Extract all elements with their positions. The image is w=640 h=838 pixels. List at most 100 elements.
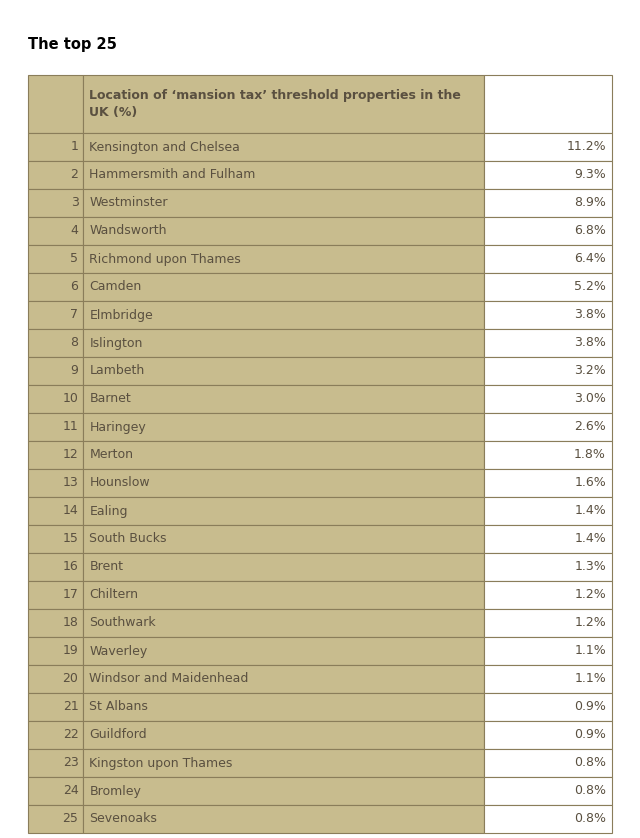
Bar	[484, 637, 612, 665]
Text: 13: 13	[63, 477, 79, 489]
Text: 25: 25	[63, 813, 79, 825]
Bar	[28, 609, 83, 637]
Text: 1.3%: 1.3%	[574, 561, 606, 573]
Text: The top 25: The top 25	[28, 37, 117, 51]
Bar	[83, 749, 484, 777]
Bar	[28, 525, 83, 553]
Text: Elmbridge: Elmbridge	[90, 308, 153, 322]
Bar	[484, 805, 612, 833]
Bar	[28, 273, 83, 301]
Bar	[83, 245, 484, 273]
Text: Hammersmith and Fulham: Hammersmith and Fulham	[90, 168, 256, 182]
Text: Camden: Camden	[90, 281, 141, 293]
Bar	[28, 245, 83, 273]
Bar	[484, 161, 612, 189]
Bar	[484, 385, 612, 413]
Bar	[484, 609, 612, 637]
Text: 14: 14	[63, 504, 79, 518]
Bar	[83, 75, 484, 133]
Text: 15: 15	[63, 532, 79, 546]
Text: Richmond upon Thames: Richmond upon Thames	[90, 252, 241, 266]
Bar	[83, 329, 484, 357]
Text: 5: 5	[70, 252, 79, 266]
Bar	[484, 133, 612, 161]
Text: Waverley: Waverley	[90, 644, 148, 658]
Text: 9.3%: 9.3%	[574, 168, 606, 182]
Bar	[484, 749, 612, 777]
Bar	[83, 301, 484, 329]
Bar	[28, 665, 83, 693]
Bar	[484, 189, 612, 217]
Bar	[484, 581, 612, 609]
Bar	[484, 75, 612, 133]
Text: 0.8%: 0.8%	[574, 813, 606, 825]
Text: 0.8%: 0.8%	[574, 757, 606, 769]
Text: Islington: Islington	[90, 337, 143, 349]
Bar	[28, 357, 83, 385]
Bar	[484, 693, 612, 721]
Bar	[83, 273, 484, 301]
Text: Guildford: Guildford	[90, 728, 147, 742]
Text: 5.2%: 5.2%	[574, 281, 606, 293]
Bar	[28, 301, 83, 329]
Text: 12: 12	[63, 448, 79, 462]
Text: 0.8%: 0.8%	[574, 784, 606, 798]
Text: 0.9%: 0.9%	[574, 701, 606, 713]
Text: 3: 3	[70, 196, 79, 210]
Text: 3.0%: 3.0%	[574, 392, 606, 406]
Bar	[484, 329, 612, 357]
Text: 9: 9	[70, 365, 79, 377]
Text: Brent: Brent	[90, 561, 124, 573]
Text: 3.2%: 3.2%	[574, 365, 606, 377]
Text: Hounslow: Hounslow	[90, 477, 150, 489]
Text: St Albans: St Albans	[90, 701, 148, 713]
Text: 1.2%: 1.2%	[574, 617, 606, 629]
Text: Sevenoaks: Sevenoaks	[90, 813, 157, 825]
Text: Ealing: Ealing	[90, 504, 128, 518]
Bar	[83, 553, 484, 581]
Text: 1: 1	[70, 141, 79, 153]
Text: 19: 19	[63, 644, 79, 658]
Bar	[83, 777, 484, 805]
Text: 16: 16	[63, 561, 79, 573]
Bar	[484, 469, 612, 497]
Bar	[28, 441, 83, 469]
Text: 1.8%: 1.8%	[574, 448, 606, 462]
Bar	[484, 413, 612, 441]
Bar	[83, 497, 484, 525]
Text: 24: 24	[63, 784, 79, 798]
Text: 7: 7	[70, 308, 79, 322]
Text: 4: 4	[70, 225, 79, 237]
Bar	[28, 413, 83, 441]
Text: 3.8%: 3.8%	[574, 337, 606, 349]
Text: Lambeth: Lambeth	[90, 365, 145, 377]
Bar	[28, 637, 83, 665]
Text: Windsor and Maidenhead: Windsor and Maidenhead	[90, 673, 249, 685]
Bar	[484, 301, 612, 329]
Bar	[484, 273, 612, 301]
Bar	[83, 525, 484, 553]
Text: 23: 23	[63, 757, 79, 769]
Bar	[28, 189, 83, 217]
Text: 20: 20	[63, 673, 79, 685]
Bar	[484, 441, 612, 469]
Text: 6.4%: 6.4%	[574, 252, 606, 266]
Bar	[83, 693, 484, 721]
Bar	[83, 469, 484, 497]
Text: 22: 22	[63, 728, 79, 742]
Bar	[83, 133, 484, 161]
Text: 6: 6	[70, 281, 79, 293]
Bar	[484, 665, 612, 693]
Bar	[28, 553, 83, 581]
Bar	[28, 75, 83, 133]
Bar	[484, 525, 612, 553]
Text: 1.4%: 1.4%	[574, 532, 606, 546]
Bar	[484, 217, 612, 245]
Bar	[28, 161, 83, 189]
Text: 6.8%: 6.8%	[574, 225, 606, 237]
Bar	[28, 693, 83, 721]
Text: 0.9%: 0.9%	[574, 728, 606, 742]
Bar	[28, 385, 83, 413]
Bar	[83, 189, 484, 217]
Bar	[28, 329, 83, 357]
